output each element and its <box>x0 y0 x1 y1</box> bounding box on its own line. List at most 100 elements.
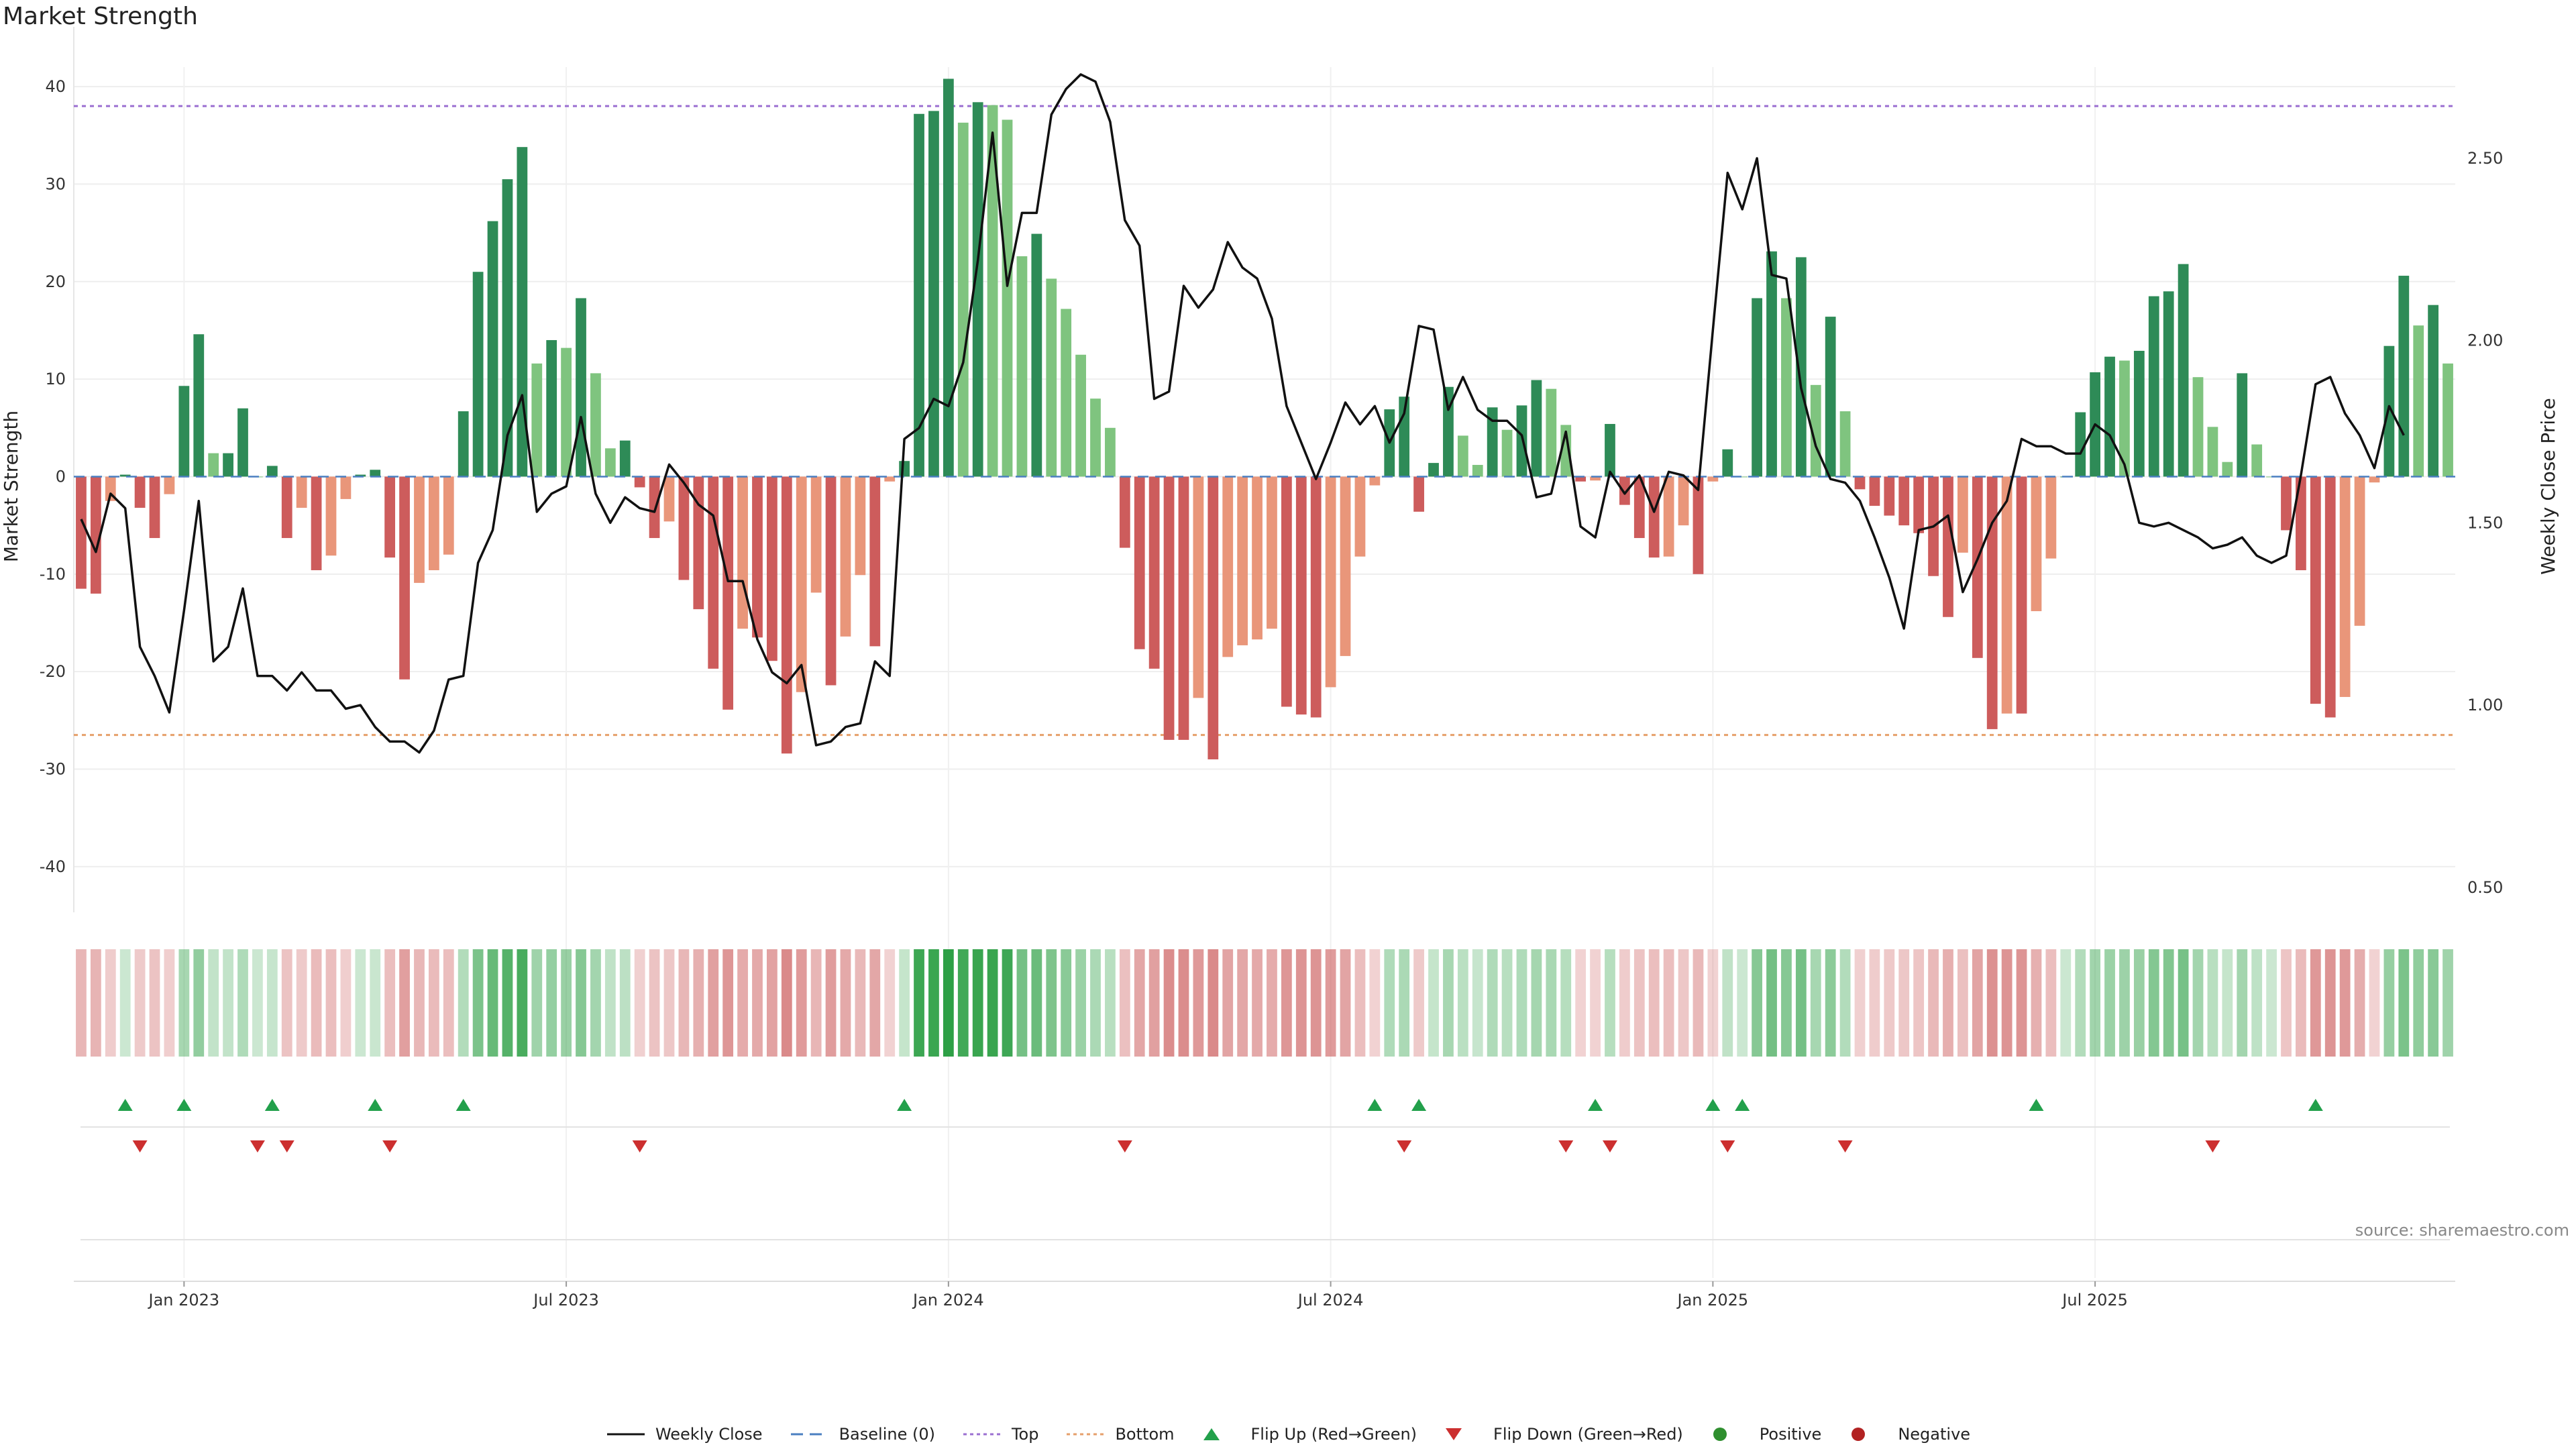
legend-label-bottom: Bottom <box>1115 1425 1175 1444</box>
heat-strip-cell <box>1913 949 1925 1057</box>
strength-bar <box>1413 476 1424 512</box>
heat-strip-cell <box>943 949 954 1057</box>
flip-up-marker <box>368 1099 383 1111</box>
y-tick-label: 20 <box>45 272 66 291</box>
x-tick-label: Jan 2025 <box>1676 1291 1749 1309</box>
flip-down-marker <box>632 1140 647 1152</box>
heat-strip-cell <box>722 949 734 1057</box>
strength-bar <box>1501 429 1513 477</box>
strength-bar <box>1193 476 1204 698</box>
y2-tick-label: 2.00 <box>2467 331 2503 350</box>
heat-strip-cell <box>1428 949 1439 1057</box>
heat-strip-cell <box>604 949 616 1057</box>
heat-strip-cell <box>458 949 469 1057</box>
heat-strip-cell <box>1222 949 1234 1057</box>
strength-bar <box>1575 476 1587 482</box>
heat-strip-cell <box>2383 949 2395 1057</box>
strength-bar <box>1633 476 1645 539</box>
heat-strip-cell <box>399 949 410 1057</box>
heat-strip-cell <box>2339 949 2351 1057</box>
heat-strip-cell <box>76 949 87 1057</box>
heat-strip-cell <box>619 949 631 1057</box>
heat-strip-cell <box>1252 949 1263 1057</box>
heat-strip-cell <box>1148 949 1160 1057</box>
strength-bar <box>443 476 454 555</box>
strength-bar <box>1781 298 1792 477</box>
heat-strip-cell <box>1501 949 1513 1057</box>
strength-bar <box>1752 298 1762 477</box>
heat-strip-cell <box>1737 949 1748 1057</box>
y2-tick-label: 2.50 <box>2467 149 2503 168</box>
strength-bar <box>1516 405 1527 477</box>
strength-bar <box>1105 427 1116 477</box>
heat-strip-cell <box>1134 949 1145 1057</box>
heat-strip-cell <box>2178 949 2189 1057</box>
strength-bar <box>1839 411 1851 477</box>
heat-strip-cell <box>2031 949 2042 1057</box>
strength-bar <box>1766 251 1777 477</box>
heat-strip-cell <box>1575 949 1587 1057</box>
strength-bar <box>972 102 983 477</box>
heat-strip-cell <box>90 949 101 1057</box>
weekly-close-line <box>80 73 2405 754</box>
strength-bar <box>487 221 498 477</box>
heat-strip-cell <box>237 949 248 1057</box>
heat-strip-cell <box>590 949 601 1057</box>
heat-strip-cell <box>914 949 924 1057</box>
strength-bar <box>1252 476 1263 640</box>
heat-strip-cell <box>1678 949 1689 1057</box>
strength-bar <box>296 476 307 508</box>
strength-bar <box>208 453 219 477</box>
heat-strip-cell <box>2207 949 2218 1057</box>
strength-bar <box>546 339 557 477</box>
heat-strip-cell <box>1986 949 1998 1057</box>
flip-up-marker <box>2308 1099 2323 1111</box>
heat-strip-cell <box>1648 949 1660 1057</box>
legend-label-baseline: Baseline (0) <box>839 1425 935 1444</box>
heat-strip-cell <box>266 949 278 1057</box>
legend-dashed-line-icon <box>790 1433 828 1436</box>
flip-down-marker <box>1837 1140 1853 1152</box>
heat-strip-cell <box>576 949 586 1057</box>
strength-bar <box>458 411 469 477</box>
heat-strip-cell <box>355 949 366 1057</box>
heat-strip-cell <box>1663 949 1674 1057</box>
legend-label-flip-down: Flip Down (Green→Red) <box>1493 1425 1683 1444</box>
heat-strip-cell <box>1295 949 1307 1057</box>
heat-strip-cell <box>2398 949 2410 1057</box>
source-note: source: sharemaestro.com <box>2355 1221 2569 1240</box>
heat-strip-cell <box>1413 949 1424 1057</box>
y2-tick-label: 1.00 <box>2467 696 2503 714</box>
strength-bar <box>1075 354 1086 477</box>
heat-strip-cell <box>1546 949 1557 1057</box>
strength-bar <box>2383 345 2395 477</box>
strength-bar <box>1986 476 1998 729</box>
heat-strip-cell <box>781 949 792 1057</box>
strength-bar <box>1795 257 1807 477</box>
strength-bar <box>1590 476 1601 481</box>
x-tick-label: Jul 2024 <box>1297 1291 1364 1309</box>
heat-strip-cell <box>561 949 572 1057</box>
strength-bar <box>1648 476 1660 558</box>
strength-bar <box>619 440 631 477</box>
strength-bar <box>1678 476 1689 526</box>
heat-strip-cell <box>2281 949 2292 1057</box>
strength-bar <box>193 334 205 477</box>
heat-strip-cell <box>502 949 513 1057</box>
heat-strip-cell <box>1825 949 1836 1057</box>
heat-strip-cell <box>2133 949 2145 1057</box>
heat-strip-cell <box>1752 949 1762 1057</box>
strength-bar <box>1546 388 1557 477</box>
strength-bar <box>722 476 734 710</box>
y-tick-label: 30 <box>45 174 66 193</box>
strength-bar <box>1046 278 1057 477</box>
heat-strip-cell <box>1163 949 1175 1057</box>
strength-bar <box>2192 377 2204 477</box>
heat-strip-cell <box>767 949 777 1057</box>
heat-strip-cell <box>119 949 131 1057</box>
heat-strip-cell <box>1046 949 1057 1057</box>
strength-bar <box>1472 465 1483 477</box>
strength-bar <box>2413 325 2424 477</box>
legend-dotted-line-icon <box>963 1433 1001 1436</box>
